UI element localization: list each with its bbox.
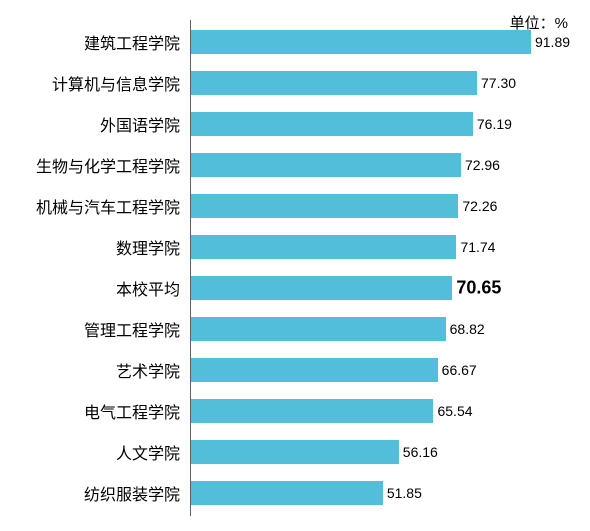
- bar-category-label: 管理工程学院: [0, 317, 180, 341]
- bar-category-label: 人文学院: [0, 440, 180, 464]
- chart-container: 单位：% 建筑工程学院91.89计算机与信息学院77.30外国语学院76.19生…: [0, 0, 590, 531]
- bar-value-label: 72.26: [462, 198, 497, 214]
- bar-value-label: 66.67: [442, 362, 477, 378]
- bar: [191, 235, 456, 259]
- bar-category-label: 机械与汽车工程学院: [0, 194, 180, 218]
- bar: [191, 30, 531, 54]
- bar-category-label: 生物与化学工程学院: [0, 153, 180, 177]
- bar-value-label: 72.96: [465, 157, 500, 173]
- bar-row: 艺术学院 66.67: [0, 358, 580, 382]
- bar-row: 电气工程学院 65.54: [0, 399, 580, 423]
- bar: [191, 112, 473, 136]
- bar-category-label: 数理学院: [0, 235, 180, 259]
- bar-value-label: 70.65: [456, 278, 501, 299]
- bar: [191, 71, 477, 95]
- bar: [191, 317, 446, 341]
- bar: [191, 276, 452, 300]
- bar-category-label: 本校平均: [0, 276, 180, 300]
- bar-category-label: 纺织服装学院: [0, 481, 180, 505]
- bar-row: 生物与化学工程学院 72.96: [0, 153, 580, 177]
- bar-row: 本校平均 70.65: [0, 276, 580, 300]
- bar-category-label: 建筑工程学院: [0, 30, 180, 54]
- bar: [191, 153, 461, 177]
- bar: [191, 399, 433, 423]
- bar: [191, 440, 399, 464]
- bar: [191, 481, 383, 505]
- bar-row: 人文学院 56.16: [0, 440, 580, 464]
- bar-value-label: 56.16: [403, 444, 438, 460]
- bar: [191, 194, 458, 218]
- bar-value-label: 65.54: [437, 403, 472, 419]
- bar-row: 纺织服装学院 51.85: [0, 481, 580, 505]
- bar: [191, 358, 438, 382]
- bar-value-label: 77.30: [481, 75, 516, 91]
- bar-value-label: 76.19: [477, 116, 512, 132]
- bar-row: 外国语学院 76.19: [0, 112, 580, 136]
- bar-row: 计算机与信息学院 77.30: [0, 71, 580, 95]
- bar-category-label: 外国语学院: [0, 112, 180, 136]
- bar-value-label: 71.74: [460, 239, 495, 255]
- bar-value-label: 68.82: [450, 321, 485, 337]
- bar-row: 数理学院 71.74: [0, 235, 580, 259]
- bars-area: 建筑工程学院 91.89 计算机与信息学院 77.30 外国语学院 76.19 生物与化学工…: [0, 30, 580, 516]
- bar-value-label: 51.85: [387, 485, 422, 501]
- bar-row: 管理工程学院 68.82: [0, 317, 580, 341]
- bar-category-label: 计算机与信息学院: [0, 71, 180, 95]
- bar-row: 机械与汽车工程学院 72.26: [0, 194, 580, 218]
- bar-value-label: 91.89: [535, 34, 570, 50]
- bar-category-label: 艺术学院: [0, 358, 180, 382]
- bar-category-label: 电气工程学院: [0, 399, 180, 423]
- bar-row: 建筑工程学院 91.89: [0, 30, 580, 54]
